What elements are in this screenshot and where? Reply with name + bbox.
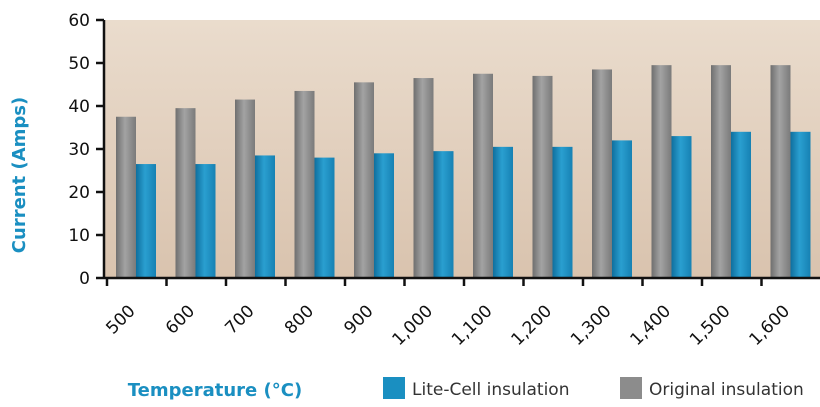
- bar-original-insulation-1100: [473, 73, 493, 278]
- y-ticks: 0 10 20 30 40 50 60: [68, 11, 104, 289]
- x-tick-label: 700: [221, 301, 258, 338]
- x-tick-label: 1,100: [448, 301, 497, 350]
- bars-layer: [116, 65, 811, 279]
- bar-lite-cell-insulation-1200: [552, 146, 573, 278]
- x-axis-label: Temperature (°C): [128, 380, 302, 401]
- bar-lite-cell-insulation-1400: [671, 136, 692, 278]
- bar-lite-cell-insulation-1100: [493, 146, 513, 278]
- x-tick-label: 800: [281, 301, 318, 338]
- y-tick-label: 60: [68, 11, 90, 31]
- x-ticks: 500 600 700 800 900 1,000 1,100 1,200 1,300 1,400…: [102, 278, 794, 350]
- bar-original-insulation-900: [354, 82, 374, 278]
- x-tick-label: 900: [340, 301, 377, 338]
- bar-lite-cell-insulation-800: [314, 157, 335, 278]
- y-tick-label: 20: [68, 183, 90, 203]
- legend-label-original: Original insulation: [649, 380, 804, 400]
- bar-lite-cell-insulation-500: [136, 164, 156, 278]
- y-tick-label: 40: [68, 97, 90, 117]
- plot-background: [104, 20, 820, 278]
- y-tick-label: 30: [68, 140, 90, 160]
- bar-original-insulation-600: [175, 108, 196, 279]
- legend-swatch-original: [620, 377, 642, 399]
- y-axis-label: Current (Amps): [9, 97, 30, 253]
- bar-original-insulation-500: [116, 116, 136, 278]
- bar-original-insulation-1600: [770, 65, 791, 279]
- bar-lite-cell-insulation-1500: [731, 131, 751, 278]
- bar-original-insulation-1500: [711, 65, 731, 279]
- bar-original-insulation-1000: [413, 78, 434, 278]
- x-tick-label: 1,600: [745, 301, 794, 350]
- bar-lite-cell-insulation-1000: [433, 151, 454, 278]
- y-tick-label: 50: [68, 54, 90, 74]
- bar-lite-cell-insulation-1300: [612, 140, 632, 278]
- legend-swatch-lite-cell: [383, 377, 405, 399]
- x-tick-label: 1,000: [388, 301, 437, 350]
- bar-lite-cell-insulation-1600: [790, 131, 811, 278]
- y-tick-label: 0: [79, 269, 90, 289]
- bar-lite-cell-insulation-600: [195, 164, 216, 278]
- y-tick-label: 10: [68, 226, 90, 246]
- x-tick-label: 1,500: [686, 301, 735, 350]
- x-tick-label: 600: [162, 301, 199, 338]
- x-tick-label: 1,200: [507, 301, 556, 350]
- bar-original-insulation-700: [235, 99, 255, 278]
- x-tick-label: 1,300: [567, 301, 616, 350]
- bar-original-insulation-1300: [592, 69, 612, 278]
- x-tick-label: 1,400: [626, 301, 675, 350]
- legend-label-lite-cell: Lite-Cell insulation: [412, 380, 569, 400]
- bar-lite-cell-insulation-700: [255, 155, 275, 278]
- bar-original-insulation-800: [294, 90, 315, 278]
- x-tick-label: 500: [102, 301, 139, 338]
- bar-original-insulation-1200: [532, 75, 553, 279]
- bar-lite-cell-insulation-900: [374, 153, 394, 278]
- bar-original-insulation-1400: [651, 65, 672, 279]
